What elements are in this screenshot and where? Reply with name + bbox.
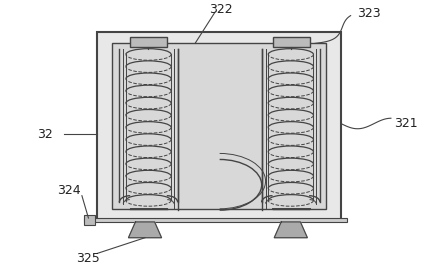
Text: 322: 322 (209, 3, 233, 16)
Bar (273, 37, 311, 47)
Bar (130, 37, 167, 47)
Bar (84, 218, 347, 222)
Bar (97, 32, 341, 221)
Bar (113, 43, 325, 209)
Polygon shape (274, 222, 307, 238)
Text: 325: 325 (77, 252, 100, 265)
Text: 324: 324 (57, 184, 81, 197)
Bar (84, 215, 95, 225)
Text: 323: 323 (357, 7, 381, 20)
Polygon shape (128, 222, 162, 238)
Text: 321: 321 (394, 117, 418, 130)
Text: 32: 32 (37, 128, 53, 140)
